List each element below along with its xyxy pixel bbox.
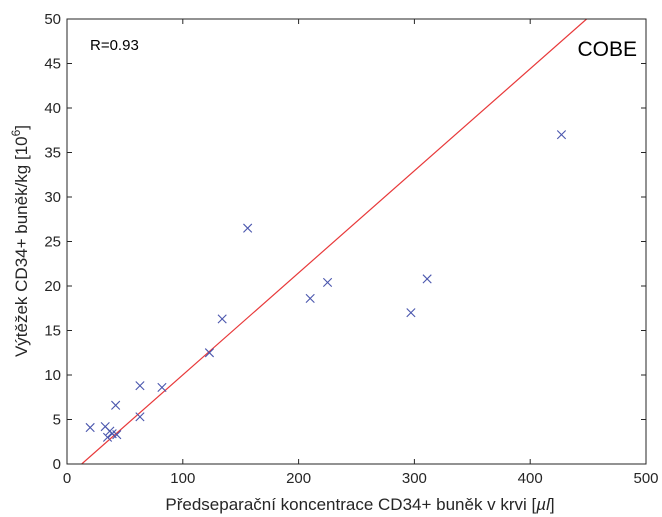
x-axis-label-text: Předseparační koncentrace CD34+ buněk v … [165,495,536,514]
data-point [102,432,113,442]
y-tick-label: 40 [44,100,61,117]
axes-box [66,18,647,465]
y-tick-label: 30 [44,189,61,206]
x-tick-label: 200 [286,470,311,487]
y-axis-label-sup: 6 [9,129,23,136]
x-tick-label: 100 [170,470,195,487]
y-axis-label-text: Výtěžek CD34+ buněk/kg [10 [12,136,31,357]
data-point [556,130,567,140]
x-tick-label: 300 [402,470,427,487]
data-point [406,308,416,318]
x-axis-label: Předseparační koncentrace CD34+ buněk v … [165,495,554,514]
series-label-cobe: COBE [577,38,637,61]
y-tick-label: 15 [44,323,61,340]
x-tick-label: 0 [63,470,71,487]
y-axis-label-close: ] [12,125,31,130]
y-tick-label: 10 [44,367,61,384]
y-tick-label: 0 [53,456,61,473]
data-point [157,382,167,393]
plot-layer [81,19,587,464]
y-tick-label: 50 [44,11,61,28]
ticks-layer: 0 100 200 300 400 500 0 5 10 15 20 25 30 35 40 45 50 [44,11,658,487]
data-point [85,422,95,433]
y-tick-label: 25 [44,234,61,251]
y-tick-label: 35 [44,145,61,162]
x-axis-label-unit: µl [535,495,551,514]
x-axis-label-close: ] [550,495,555,514]
x-tick-label: 500 [633,470,658,487]
y-tick-label: 45 [44,56,61,73]
data-point [135,381,145,391]
y-axis-label: Výtěžek CD34+ buněk/kg [106] [9,125,31,357]
data-point [111,400,121,410]
fit-line [81,19,587,464]
data-point [322,277,333,288]
data-point [243,223,253,233]
data-point [422,274,432,284]
data-point [204,348,215,358]
data-point [305,293,315,304]
data-point [217,314,227,324]
data-point [112,430,122,440]
x-tick-label: 400 [518,470,543,487]
y-tick-label: 5 [53,412,61,429]
data-point [135,412,145,422]
y-tick-label: 20 [44,278,61,295]
r-annotation: R=0.93 [90,37,139,54]
